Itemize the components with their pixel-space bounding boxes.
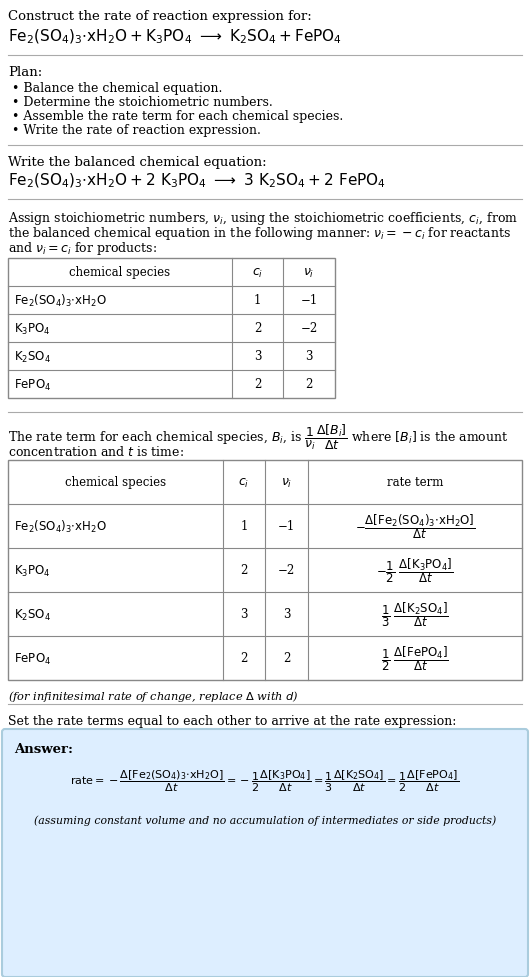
Text: $\mathrm{K_2SO_4}$: $\mathrm{K_2SO_4}$ bbox=[14, 349, 51, 364]
Text: rate term: rate term bbox=[387, 476, 443, 489]
Text: $\nu_i$: $\nu_i$ bbox=[303, 266, 315, 279]
Text: the balanced chemical equation in the following manner: $\nu_i = -c_i$ for react: the balanced chemical equation in the fo… bbox=[8, 225, 511, 241]
Text: Answer:: Answer: bbox=[14, 743, 73, 755]
Text: (for infinitesimal rate of change, replace $\Delta$ with $d$): (for infinitesimal rate of change, repla… bbox=[8, 688, 299, 703]
Text: $\nu_i$: $\nu_i$ bbox=[281, 476, 292, 489]
Text: −2: −2 bbox=[301, 322, 317, 335]
Text: $\mathrm{K_3PO_4}$: $\mathrm{K_3PO_4}$ bbox=[14, 563, 51, 578]
Text: Write the balanced chemical equation:: Write the balanced chemical equation: bbox=[8, 156, 267, 169]
Text: 2: 2 bbox=[240, 564, 248, 576]
Text: chemical species: chemical species bbox=[65, 476, 166, 489]
FancyBboxPatch shape bbox=[2, 729, 528, 977]
Text: 2: 2 bbox=[283, 652, 290, 664]
Text: (assuming constant volume and no accumulation of intermediates or side products): (assuming constant volume and no accumul… bbox=[34, 814, 496, 825]
Text: Plan:: Plan: bbox=[8, 65, 42, 79]
Text: $c_i$: $c_i$ bbox=[252, 266, 263, 279]
Text: −2: −2 bbox=[278, 564, 295, 576]
Text: 1: 1 bbox=[240, 520, 248, 533]
Text: $\mathrm{Fe_2(SO_4)_3{\cdot}xH_2O}$: $\mathrm{Fe_2(SO_4)_3{\cdot}xH_2O}$ bbox=[14, 519, 107, 534]
Text: • Determine the stoichiometric numbers.: • Determine the stoichiometric numbers. bbox=[12, 96, 273, 108]
Text: • Write the rate of reaction expression.: • Write the rate of reaction expression. bbox=[12, 124, 261, 137]
Text: $\mathrm{FePO_4}$: $\mathrm{FePO_4}$ bbox=[14, 651, 51, 666]
Text: 2: 2 bbox=[254, 322, 261, 335]
Text: 3: 3 bbox=[282, 608, 290, 620]
Text: Set the rate terms equal to each other to arrive at the rate expression:: Set the rate terms equal to each other t… bbox=[8, 714, 456, 727]
Bar bbox=[8, 259, 335, 399]
Text: 2: 2 bbox=[254, 378, 261, 391]
Text: $\dfrac{1}{2}\ \dfrac{\Delta[\mathrm{FePO_4}]}{\Delta t}$: $\dfrac{1}{2}\ \dfrac{\Delta[\mathrm{FeP… bbox=[381, 644, 449, 673]
Text: $\mathrm{Fe_2(SO_4)_3{\cdot}xH_2O + K_3PO_4 \ \longrightarrow \ K_2SO_4 + FePO_4: $\mathrm{Fe_2(SO_4)_3{\cdot}xH_2O + K_3P… bbox=[8, 28, 342, 46]
Text: • Balance the chemical equation.: • Balance the chemical equation. bbox=[12, 82, 223, 95]
Text: 3: 3 bbox=[254, 350, 261, 363]
Text: The rate term for each chemical species, $B_i$, is $\dfrac{1}{\nu_i}\dfrac{\Delt: The rate term for each chemical species,… bbox=[8, 423, 509, 451]
Text: $\dfrac{1}{3}\ \dfrac{\Delta[\mathrm{K_2SO_4}]}{\Delta t}$: $\dfrac{1}{3}\ \dfrac{\Delta[\mathrm{K_2… bbox=[381, 600, 449, 629]
Text: $\mathrm{Fe_2(SO_4)_3{\cdot}xH_2O + 2\ K_3PO_4 \ \longrightarrow \ 3\ K_2SO_4 + : $\mathrm{Fe_2(SO_4)_3{\cdot}xH_2O + 2\ K… bbox=[8, 172, 386, 191]
Text: −1: −1 bbox=[278, 520, 295, 533]
Text: −1: −1 bbox=[301, 294, 317, 307]
Text: $\mathrm{K_2SO_4}$: $\mathrm{K_2SO_4}$ bbox=[14, 607, 51, 622]
Text: $\mathrm{rate} = -\dfrac{\Delta[\mathrm{Fe_2(SO_4)_3{\cdot}xH_2O}]}{\Delta t}$$=: $\mathrm{rate} = -\dfrac{\Delta[\mathrm{… bbox=[70, 768, 460, 793]
Text: 2: 2 bbox=[240, 652, 248, 664]
Text: $\mathrm{K_3PO_4}$: $\mathrm{K_3PO_4}$ bbox=[14, 321, 51, 336]
Text: Assign stoichiometric numbers, $\nu_i$, using the stoichiometric coefficients, $: Assign stoichiometric numbers, $\nu_i$, … bbox=[8, 210, 518, 227]
Text: 1: 1 bbox=[254, 294, 261, 307]
Text: chemical species: chemical species bbox=[69, 266, 171, 279]
Text: • Assemble the rate term for each chemical species.: • Assemble the rate term for each chemic… bbox=[12, 109, 343, 123]
Text: $-\dfrac{\Delta[\mathrm{Fe_2(SO_4)_3{\cdot}xH_2O}]}{\Delta t}$: $-\dfrac{\Delta[\mathrm{Fe_2(SO_4)_3{\cd… bbox=[355, 512, 475, 541]
Bar bbox=[8, 460, 522, 680]
Text: $\mathrm{Fe_2(SO_4)_3{\cdot}xH_2O}$: $\mathrm{Fe_2(SO_4)_3{\cdot}xH_2O}$ bbox=[14, 293, 107, 309]
Text: 3: 3 bbox=[305, 350, 313, 363]
Text: $-\dfrac{1}{2}\ \dfrac{\Delta[\mathrm{K_3PO_4}]}{\Delta t}$: $-\dfrac{1}{2}\ \dfrac{\Delta[\mathrm{K_… bbox=[376, 556, 454, 585]
Text: and $\nu_i = c_i$ for products:: and $\nu_i = c_i$ for products: bbox=[8, 239, 157, 257]
Text: Construct the rate of reaction expression for:: Construct the rate of reaction expressio… bbox=[8, 10, 312, 23]
Text: concentration and $t$ is time:: concentration and $t$ is time: bbox=[8, 445, 184, 458]
Text: 2: 2 bbox=[305, 378, 313, 391]
Text: 3: 3 bbox=[240, 608, 248, 620]
Text: $c_i$: $c_i$ bbox=[238, 476, 250, 489]
Text: $\mathrm{FePO_4}$: $\mathrm{FePO_4}$ bbox=[14, 377, 51, 392]
